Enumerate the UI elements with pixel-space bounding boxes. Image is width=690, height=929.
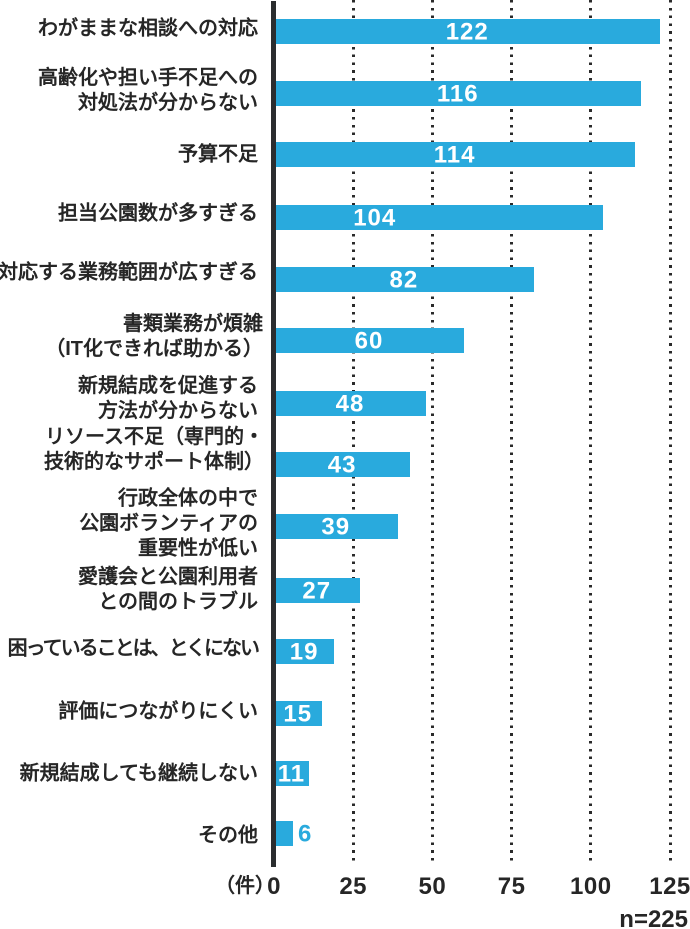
value-label: 60 — [354, 327, 384, 354]
category-label: その他 — [198, 824, 258, 846]
value-label: 11 — [277, 760, 306, 787]
sample-size-label: n=225 — [619, 906, 688, 929]
gridline-100 — [589, 0, 593, 862]
bar — [274, 821, 293, 846]
category-label: 愛護会と公園利用者 との間のトラブル — [78, 565, 258, 613]
category-label: わがままな相談への対応 — [38, 17, 258, 39]
value-label: 114 — [433, 141, 476, 168]
x-tick-label-25: 25 — [339, 873, 368, 900]
bar — [274, 452, 411, 477]
category-label: 新規結成しても継続しない — [19, 762, 258, 784]
gridline-75 — [510, 0, 514, 862]
axis-unit-label: （件） — [215, 875, 275, 897]
category-label: 担当公園数が多すぎる — [58, 202, 258, 224]
bar — [274, 391, 427, 416]
gridline-125 — [668, 0, 672, 862]
category-label: 対応する業務範囲が広すぎる — [0, 261, 258, 283]
bar — [274, 639, 335, 664]
x-tick-label-50: 50 — [418, 873, 447, 900]
value-label: 15 — [283, 700, 313, 727]
value-label: 82 — [389, 266, 419, 293]
gridline-50 — [430, 0, 434, 862]
bar — [274, 578, 360, 603]
bar — [274, 205, 604, 230]
value-label: 48 — [335, 390, 365, 417]
value-label: 116 — [436, 80, 479, 107]
bar — [274, 514, 398, 539]
value-label: 104 — [353, 204, 397, 231]
bar — [274, 761, 309, 786]
x-tick-label-0: 0 — [267, 873, 281, 900]
bar — [274, 81, 642, 106]
category-label: 予算不足 — [178, 143, 258, 165]
y-axis-line — [271, 1, 276, 867]
gridline-25 — [351, 0, 355, 862]
category-label: 評価につながりにくい — [58, 700, 258, 722]
bar — [274, 19, 661, 44]
value-label: 122 — [445, 18, 489, 45]
category-label: 行政全体の中で 公園ボランティアの 重要性が低い — [79, 487, 258, 559]
category-label: 高齢化や担い手不足への 対処法が分からない — [38, 66, 258, 114]
x-tick-label-75: 75 — [497, 873, 526, 900]
value-label: 39 — [321, 513, 351, 540]
category-label: 新規結成を促進する 方法が分からない — [78, 374, 258, 422]
bar — [274, 267, 534, 292]
x-tick-label-100: 100 — [570, 873, 612, 900]
bar — [274, 701, 322, 726]
category-label: 書類業務が煩雑 （IT化できれば助かる） — [45, 312, 263, 360]
category-label: 困っていることは、とくにない — [7, 637, 260, 659]
category-label: リソース不足（専門的・ 技術的なサポート体制） — [44, 425, 264, 473]
bar — [274, 142, 636, 167]
value-label: 27 — [302, 577, 332, 604]
value-label: 6 — [298, 820, 312, 847]
value-label: 43 — [327, 451, 357, 478]
x-tick-label-125: 125 — [649, 873, 690, 900]
bar — [274, 328, 465, 353]
value-label: 19 — [289, 638, 319, 665]
